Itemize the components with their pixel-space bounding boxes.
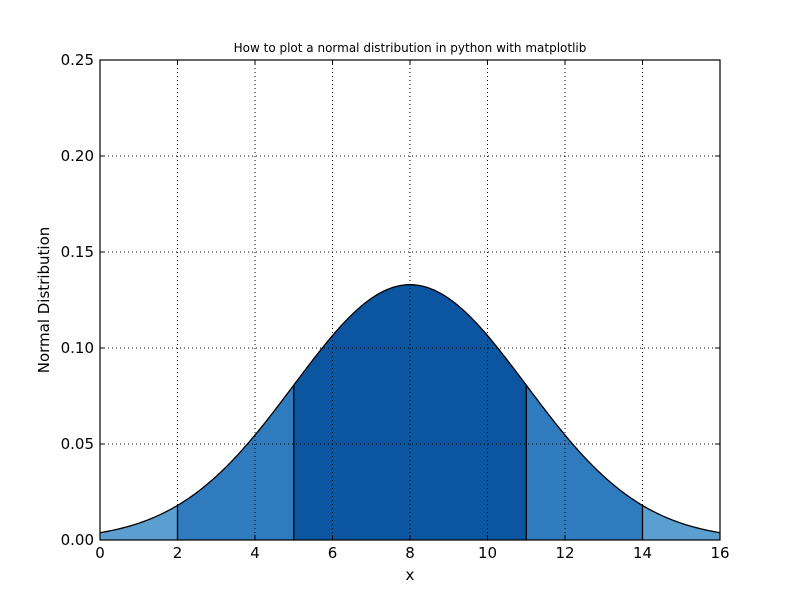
y-tick-label: 0.25 (61, 51, 94, 69)
y-tick-label: 0.05 (61, 435, 94, 453)
x-tick-label: 6 (328, 544, 338, 562)
shaded-region-1 (100, 505, 178, 540)
curve-layer (99, 284, 721, 540)
x-axis-label: x (406, 566, 415, 584)
x-tick-label: 14 (633, 544, 652, 562)
shaded-region-5 (642, 505, 720, 540)
distribution-curve (99, 284, 721, 534)
x-tick-label: 16 (710, 544, 729, 562)
x-tick-label: 10 (478, 544, 497, 562)
x-tick-label: 12 (555, 544, 574, 562)
chart-title: How to plot a normal distribution in pyt… (234, 41, 587, 55)
axis-ticks: 0 2 4 6 8 10 12 14 16 0.00 0.05 0.10 0.15 0.20 0.25 (61, 51, 730, 562)
y-tick-label: 0.10 (61, 339, 94, 357)
x-tick-label: 8 (405, 544, 415, 562)
grid-lines (100, 60, 720, 540)
y-tick-label: 0.00 (61, 531, 94, 549)
x-tick-label: 2 (173, 544, 183, 562)
x-tick-label: 0 (95, 544, 105, 562)
y-axis-label: Normal Distribution (35, 227, 53, 374)
y-tick-label: 0.15 (61, 243, 94, 261)
y-tick-label: 0.20 (61, 147, 94, 165)
x-tick-label: 4 (250, 544, 260, 562)
